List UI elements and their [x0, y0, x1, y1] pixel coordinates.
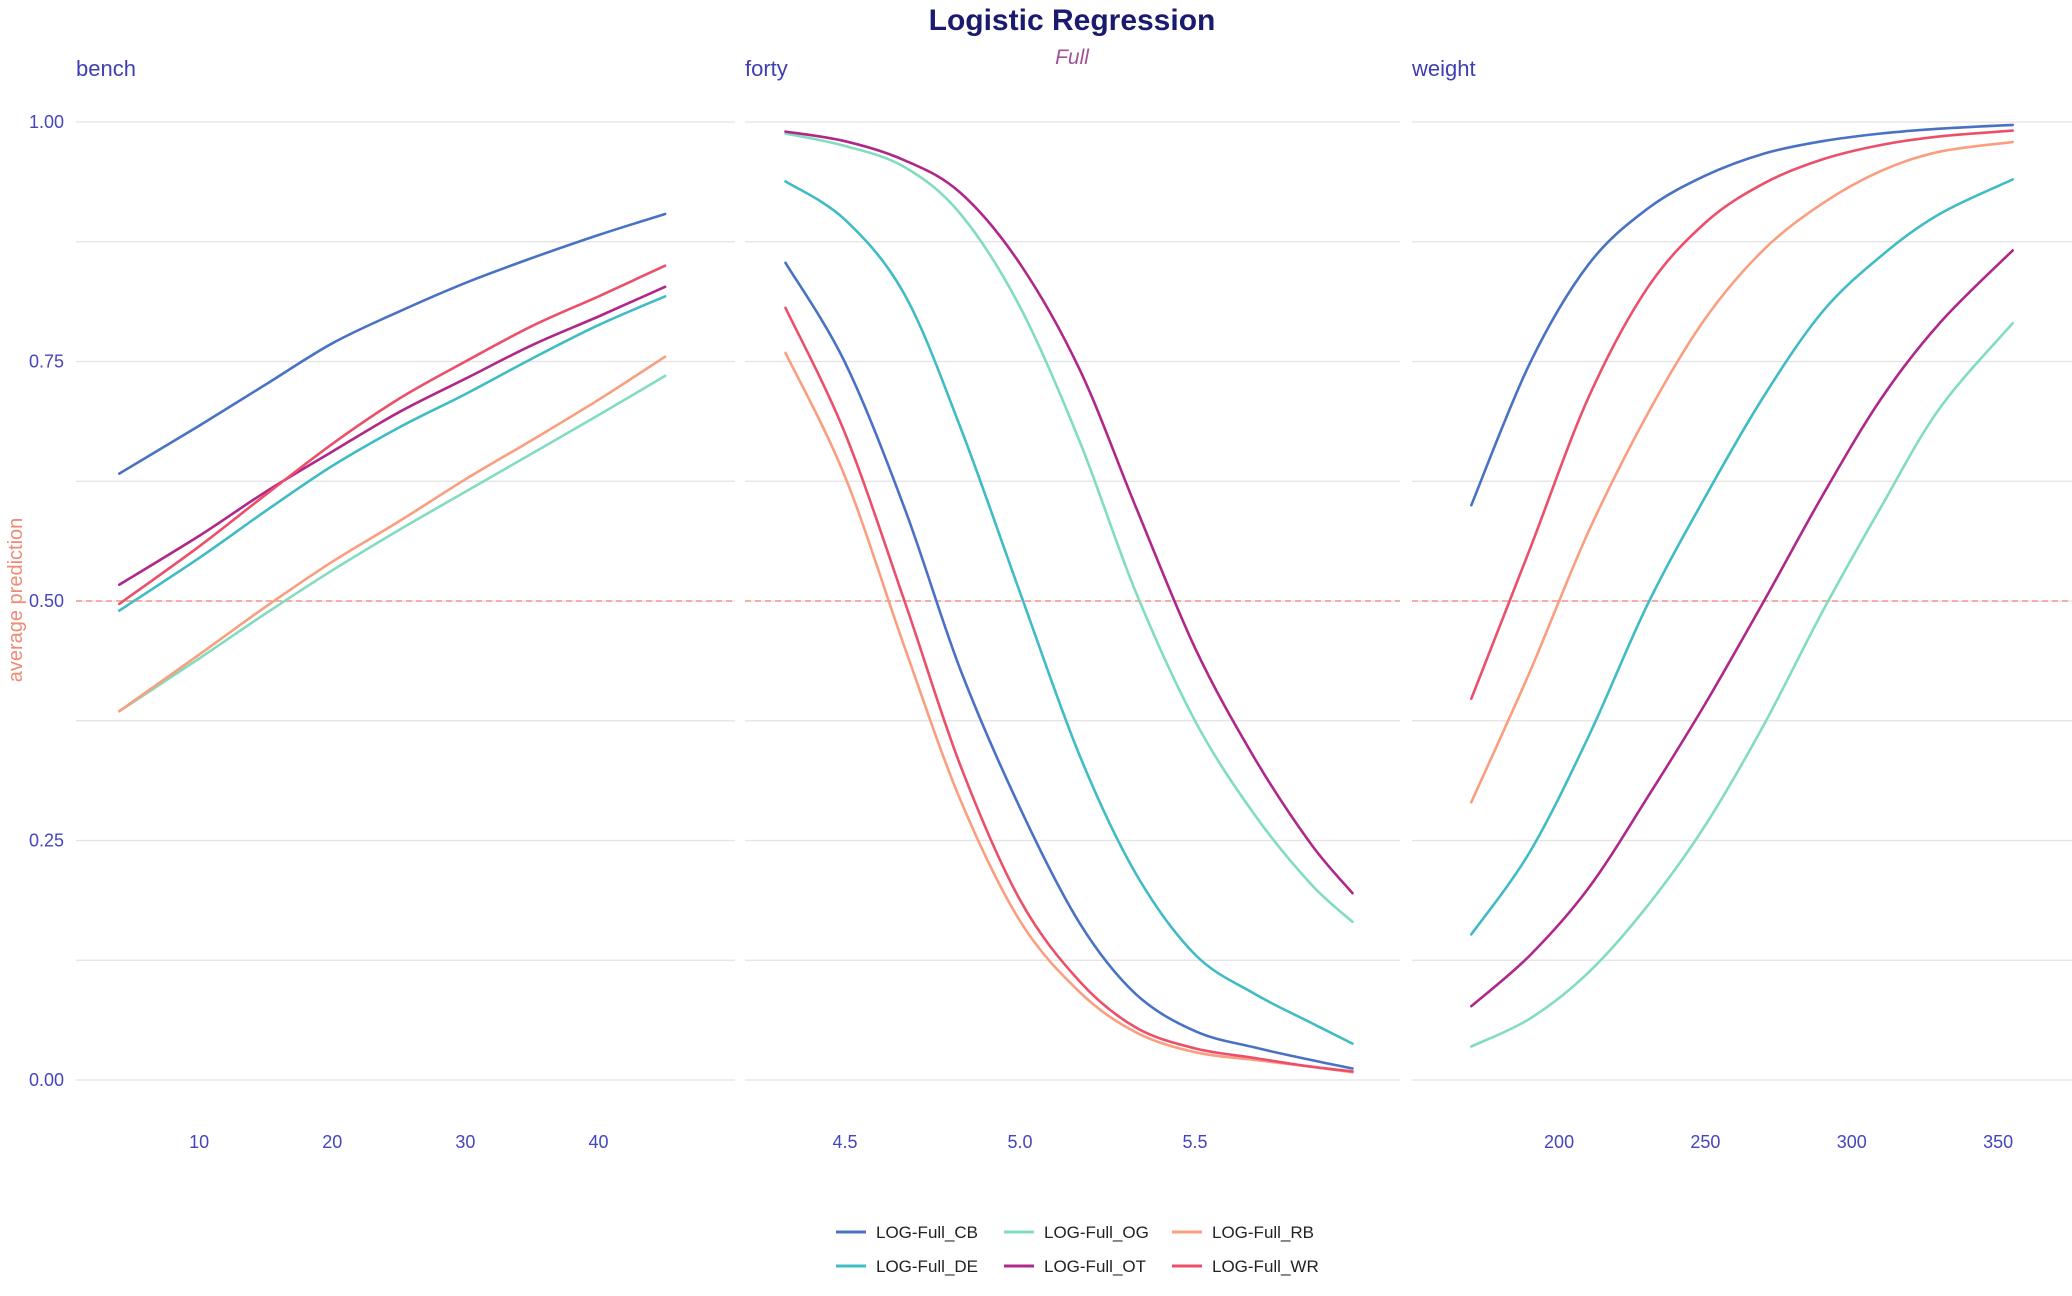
series-line-LOG-Full_RB [118, 355, 667, 713]
y-tick-label: 0.25 [29, 831, 64, 851]
panel-title: bench [76, 56, 136, 81]
x-tick-label: 200 [1544, 1132, 1574, 1152]
panel-forty: forty 4.5 5.0 5.5 [745, 56, 1400, 1152]
legend-item: LOG-Full_RB [1172, 1223, 1314, 1242]
legend-item: LOG-Full_CB [836, 1223, 978, 1242]
y-tick-label: 0.75 [29, 352, 64, 372]
x-tick-label: 10 [189, 1132, 209, 1152]
legend-item: LOG-Full_OG [1004, 1223, 1149, 1242]
x-tick-label: 30 [455, 1132, 475, 1152]
chart-subtitle: Full [1055, 46, 1090, 69]
x-tick-label: 250 [1690, 1132, 1720, 1152]
legend-item: LOG-Full_WR [1172, 1257, 1319, 1276]
series-line-LOG-Full_WR [118, 264, 667, 606]
legend-label: LOG-Full_OT [1044, 1257, 1146, 1276]
panel-weight: weight 200 250 300 350 [1411, 56, 2072, 1152]
series-line-LOG-Full_OG [1470, 321, 2014, 1048]
chart-title: Logistic Regression [929, 4, 1216, 37]
x-tick-label: 350 [1983, 1132, 2013, 1152]
series-line-LOG-Full_OG [118, 374, 667, 713]
legend-label: LOG-Full_CB [876, 1223, 978, 1242]
y-tick-label: 1.00 [29, 112, 64, 132]
legend-label: LOG-Full_WR [1212, 1257, 1319, 1276]
panel-bench: bench 10 20 30 40 [76, 56, 735, 1152]
series-line-LOG-Full_WR [784, 306, 1354, 1073]
panel-title: forty [745, 56, 788, 81]
series-line-LOG-Full_CB [784, 261, 1354, 1070]
series-line-LOG-Full_OG [784, 132, 1354, 924]
legend-label: LOG-Full_DE [876, 1257, 978, 1276]
series-line-LOG-Full_CB [1470, 123, 2014, 507]
legend-label: LOG-Full_OG [1044, 1223, 1149, 1242]
x-tick-label: 20 [322, 1132, 342, 1152]
series-line-LOG-Full_DE [118, 295, 667, 612]
series-line-LOG-Full_CB [118, 212, 667, 475]
legend-label: LOG-Full_RB [1212, 1223, 1314, 1242]
x-tick-label: 4.5 [832, 1132, 857, 1152]
legend-item: LOG-Full_DE [836, 1257, 978, 1276]
y-tick-label: 0.50 [29, 591, 64, 611]
plot-layer: 0.00 0.25 0.50 0.75 1.00 bench 10 20 30 40 forty 4.… [29, 56, 2072, 1152]
y-tick-label: 0.00 [29, 1070, 64, 1090]
series-line-LOG-Full_WR [1470, 129, 2014, 700]
series-line-LOG-Full_OT [118, 285, 667, 586]
x-tick-label: 5.0 [1007, 1132, 1032, 1152]
series-line-LOG-Full_DE [1470, 178, 2014, 936]
panel-title: weight [1411, 56, 1476, 81]
legend-item: LOG-Full_OT [1004, 1257, 1146, 1276]
series-line-LOG-Full_RB [1470, 140, 2014, 804]
x-tick-label: 5.5 [1182, 1132, 1207, 1152]
series-line-LOG-Full_OT [784, 130, 1354, 895]
legend: LOG-Full_CB LOG-Full_OG LOG-Full_RB LOG-Ful… [836, 1223, 1319, 1276]
series-line-LOG-Full_DE [784, 180, 1354, 1045]
x-tick-label: 300 [1837, 1132, 1867, 1152]
x-tick-label: 40 [588, 1132, 608, 1152]
series-line-LOG-Full_RB [784, 351, 1354, 1074]
series-line-LOG-Full_OT [1470, 249, 2014, 1008]
y-axis-label: average prediction [5, 518, 27, 683]
